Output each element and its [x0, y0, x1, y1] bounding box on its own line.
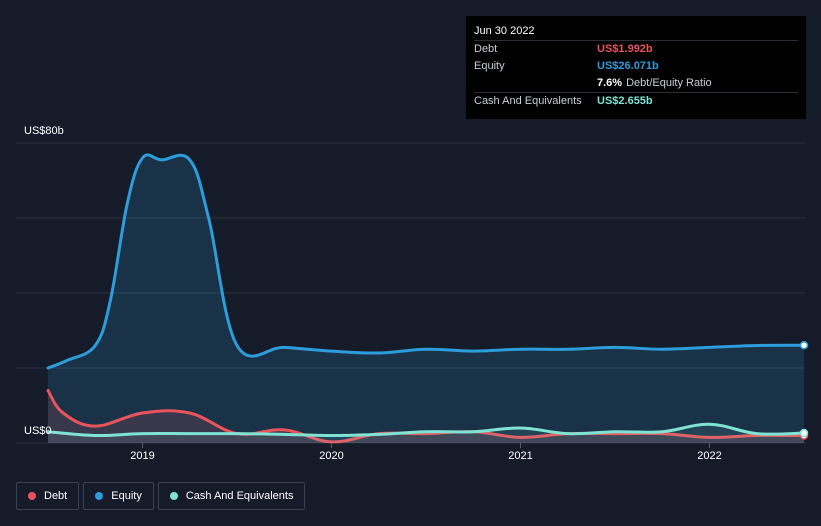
tooltip-row-cash: Cash And Equivalents US$2.655b [474, 92, 798, 110]
tooltip-label: Equity [474, 60, 505, 72]
tooltip-value-debt: US$1.992b [597, 43, 653, 55]
series-layer [46, 153, 806, 444]
tooltip-date: Jun 30 2022 [474, 25, 535, 37]
equity-line [46, 153, 806, 370]
legend-dot-icon [95, 492, 104, 500]
cash-and-equivalents-area [48, 424, 804, 443]
legend-item-cash[interactable]: Cash And Equivalents [157, 482, 306, 510]
y-axis-top-label: US$80b [24, 125, 64, 137]
x-tick-label: 2021 [508, 450, 533, 462]
tooltip-value-equity: US$26.071b [597, 60, 659, 72]
legend-dot-icon [169, 492, 178, 500]
equity-end-point [799, 340, 809, 350]
legend-label: Equity [111, 490, 142, 502]
gridlines [16, 142, 805, 448]
plot-background [16, 143, 805, 445]
legend: Debt Equity Cash And Equivalents [16, 482, 309, 510]
tooltip-label [474, 75, 597, 92]
marker-layer [799, 340, 809, 440]
x-tick-label: 2020 [319, 450, 344, 462]
x-tick-label: 2022 [697, 450, 722, 462]
tooltip-row-ratio: 7.6% Debt/Equity Ratio [474, 75, 798, 92]
tooltip-row-equity: Equity US$26.071b [474, 58, 798, 75]
tooltip-value-ratio: 7.6% [597, 77, 623, 89]
tooltip-label: Debt [474, 43, 498, 55]
tooltip-panel: Jun 30 2022 Debt US$1.992b Equity US$26.… [466, 16, 806, 119]
y-axis-bottom-label: US$0 [24, 425, 52, 437]
tooltip-row-debt: Debt US$1.992b [474, 40, 798, 58]
x-tick-label: 2019 [130, 450, 155, 462]
legend-item-debt[interactable]: Debt [16, 482, 80, 510]
tooltip-value-cash: US$2.655b [597, 95, 653, 107]
equity-area [48, 154, 804, 443]
legend-label: Cash And Equivalents [185, 490, 294, 502]
tooltip-label: Cash And Equivalents [474, 95, 582, 107]
legend-label: Debt [44, 490, 68, 502]
cash-and-equivalents-end-point [799, 428, 809, 438]
legend-dot-icon [28, 492, 36, 500]
cash-and-equivalents-line [46, 422, 806, 438]
legend-item-equity[interactable]: Equity [83, 482, 154, 510]
tooltip-ratio-label: Debt/Equity Ratio [626, 77, 712, 89]
